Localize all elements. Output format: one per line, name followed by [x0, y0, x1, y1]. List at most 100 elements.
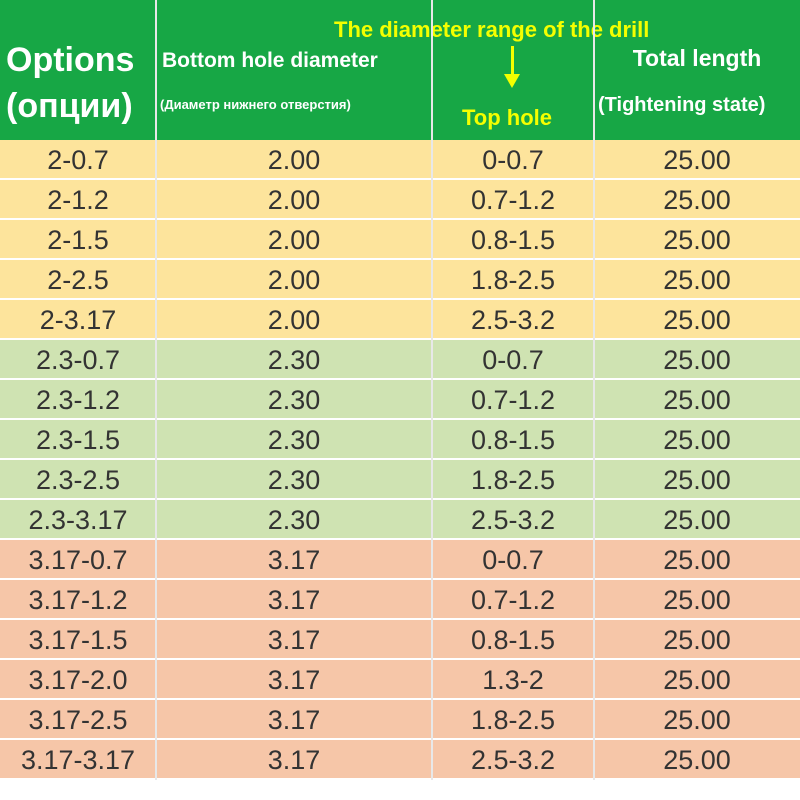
top-hole-cell: 2.5-3.2 — [470, 745, 556, 775]
option-cell: 2-1.2 — [47, 185, 109, 215]
total-length-cell: 25.00 — [663, 665, 731, 695]
table-row: 2-3.17 2.00 2.5-3.2 25.00 — [0, 300, 800, 340]
option-cell: 2-0.7 — [47, 145, 109, 175]
total-length-cell: 25.00 — [663, 265, 731, 295]
top-hole-cell: 2.5-3.2 — [470, 305, 556, 335]
table-row: 3.17-2.5 3.17 1.8-2.5 25.00 — [0, 700, 800, 740]
header-top-hole-cell: Top hole — [432, 0, 594, 140]
top-hole-cell: 0-0.7 — [482, 345, 544, 375]
bottom-hole-subtitle: (Диаметр нижнего отверстия) — [160, 97, 351, 112]
top-hole-cell: 1.3-2 — [482, 665, 544, 695]
column-divider — [593, 0, 595, 780]
option-cell: 2-1.5 — [47, 225, 109, 255]
total-length-cell: 25.00 — [663, 345, 731, 375]
table-body: 2-0.7 2.00 0-0.7 25.00 2-1.2 2.00 0.7-1.2 25.00… — [0, 140, 800, 780]
total-length-label: Total length — [632, 45, 762, 71]
bottom-hole-cell: 2.00 — [267, 145, 321, 175]
options-label-ru: (опции) — [6, 87, 133, 125]
top-hole-cell: 0.7-1.2 — [470, 585, 556, 615]
option-cell: 3.17-2.0 — [28, 665, 128, 695]
total-length-cell: 25.00 — [663, 305, 731, 335]
bottom-hole-title: Bottom hole diameter — [162, 49, 378, 72]
arrow-head-icon — [504, 74, 520, 88]
total-length-cell: 25.00 — [663, 545, 731, 575]
bottom-hole-cell: 2.30 — [267, 385, 321, 415]
option-cell: 3.17-2.5 — [28, 705, 128, 735]
option-cell: 3.17-3.17 — [20, 745, 136, 775]
table-row: 3.17-2.0 3.17 1.3-2 25.00 — [0, 660, 800, 700]
bottom-hole-cell: 3.17 — [267, 585, 321, 615]
top-hole-cell: 0.8-1.5 — [470, 425, 556, 455]
top-hole-cell: 0-0.7 — [482, 145, 544, 175]
option-cell: 2.3-1.5 — [35, 425, 121, 455]
total-length-cell: 25.00 — [663, 705, 731, 735]
table-row: 3.17-1.2 3.17 0.7-1.2 25.00 — [0, 580, 800, 620]
top-hole-cell: 1.8-2.5 — [470, 705, 556, 735]
table-row: 2-0.7 2.00 0-0.7 25.00 — [0, 140, 800, 180]
header-bottom-hole-cell: Bottom hole diameter (Диаметр нижнего от… — [156, 0, 432, 140]
option-cell: 2.3-1.2 — [35, 385, 121, 415]
column-divider — [431, 0, 433, 780]
bottom-hole-cell: 2.00 — [267, 225, 321, 255]
table-row: 2-2.5 2.00 1.8-2.5 25.00 — [0, 260, 800, 300]
table-row: 2.3-2.5 2.30 1.8-2.5 25.00 — [0, 460, 800, 500]
total-length-cell: 25.00 — [663, 185, 731, 215]
top-hole-cell: 2.5-3.2 — [470, 505, 556, 535]
tightening-state-label: (Tightening state) — [598, 94, 766, 116]
table-header: Options (опции) Bottom hole diameter (Ди… — [0, 0, 800, 140]
table-row: 3.17-1.5 3.17 0.8-1.5 25.00 — [0, 620, 800, 660]
total-length-cell: 25.00 — [663, 585, 731, 615]
table-row: 2.3-3.17 2.30 2.5-3.2 25.00 — [0, 500, 800, 540]
bottom-hole-cell: 2.30 — [267, 425, 321, 455]
option-cell: 2.3-0.7 — [35, 345, 121, 375]
total-length-cell: 25.00 — [663, 625, 731, 655]
option-cell: 2.3-3.17 — [28, 505, 128, 535]
option-cell: 2-2.5 — [47, 265, 109, 295]
bottom-hole-cell: 2.30 — [267, 465, 321, 495]
table-row: 2.3-1.5 2.30 0.8-1.5 25.00 — [0, 420, 800, 460]
total-length-cell: 25.00 — [663, 385, 731, 415]
table-row: 2-1.2 2.00 0.7-1.2 25.00 — [0, 180, 800, 220]
top-hole-cell: 0.7-1.2 — [470, 385, 556, 415]
options-label-en: Options — [6, 41, 135, 79]
top-hole-label: Top hole — [462, 105, 553, 130]
total-length-cell: 25.00 — [663, 425, 731, 455]
top-hole-cell: 0-0.7 — [482, 545, 544, 575]
option-cell: 2-3.17 — [39, 305, 117, 335]
table-row: 3.17-3.17 3.17 2.5-3.2 25.00 — [0, 740, 800, 780]
total-length-cell: 25.00 — [663, 465, 731, 495]
option-cell: 3.17-1.5 — [28, 625, 128, 655]
column-divider — [155, 0, 157, 780]
option-cell: 3.17-1.2 — [28, 585, 128, 615]
bottom-hole-cell: 3.17 — [267, 745, 321, 775]
top-hole-cell: 0.8-1.5 — [470, 625, 556, 655]
top-hole-cell: 0.7-1.2 — [470, 185, 556, 215]
bottom-hole-cell: 3.17 — [267, 705, 321, 735]
total-length-cell: 25.00 — [663, 505, 731, 535]
top-hole-cell: 1.8-2.5 — [470, 265, 556, 295]
table-row: 2.3-1.2 2.30 0.7-1.2 25.00 — [0, 380, 800, 420]
bottom-hole-cell: 2.00 — [267, 265, 321, 295]
bottom-hole-cell: 2.30 — [267, 505, 321, 535]
bottom-hole-cell: 2.00 — [267, 305, 321, 335]
table-row: 2-1.5 2.00 0.8-1.5 25.00 — [0, 220, 800, 260]
table-row: 3.17-0.7 3.17 0-0.7 25.00 — [0, 540, 800, 580]
bottom-hole-cell: 3.17 — [267, 665, 321, 695]
down-arrow-icon — [511, 46, 514, 76]
header-options-cell: Options (опции) — [0, 0, 156, 140]
bottom-hole-cell: 3.17 — [267, 545, 321, 575]
table-row: 2.3-0.7 2.30 0-0.7 25.00 — [0, 340, 800, 380]
total-length-cell: 25.00 — [663, 145, 731, 175]
header-total-length-cell: Total length (Tightening state) — [594, 0, 800, 140]
drill-range-label: The diameter range of the drill — [334, 17, 650, 42]
bottom-hole-cell: 2.30 — [267, 345, 321, 375]
option-cell: 2.3-2.5 — [35, 465, 121, 495]
bottom-hole-cell: 2.00 — [267, 185, 321, 215]
bottom-hole-cell: 3.17 — [267, 625, 321, 655]
total-length-cell: 25.00 — [663, 745, 731, 775]
top-hole-cell: 0.8-1.5 — [470, 225, 556, 255]
top-hole-cell: 1.8-2.5 — [470, 465, 556, 495]
total-length-cell: 25.00 — [663, 225, 731, 255]
option-cell: 3.17-0.7 — [28, 545, 128, 575]
